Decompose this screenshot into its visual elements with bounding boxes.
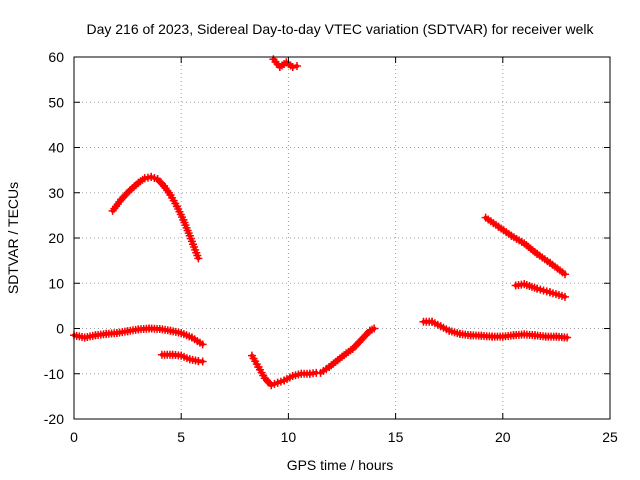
x-tick-label: 20 bbox=[495, 429, 511, 445]
series-arc-negative-short bbox=[157, 350, 207, 366]
series-arc-baseline-early bbox=[70, 324, 207, 349]
data-point-marker bbox=[288, 62, 297, 71]
y-tick-label: 40 bbox=[48, 140, 64, 156]
x-tick-label: 5 bbox=[177, 429, 185, 445]
series-arc-evening-low bbox=[511, 280, 569, 301]
x-tick-label: 0 bbox=[70, 429, 78, 445]
series-arc-peak-morning bbox=[108, 172, 203, 263]
y-tick-label: 0 bbox=[56, 321, 64, 337]
data-point-marker bbox=[563, 333, 572, 342]
grid bbox=[74, 57, 610, 419]
y-tick-label: 50 bbox=[48, 94, 64, 110]
data-point-marker bbox=[560, 270, 569, 279]
y-tick-label: 60 bbox=[48, 49, 64, 65]
y-tick-label: -10 bbox=[44, 366, 64, 382]
data-point-marker bbox=[194, 254, 203, 263]
x-axis-label: GPS time / hours bbox=[287, 457, 394, 473]
series-arc-recovery bbox=[316, 324, 379, 377]
y-tick-label: 30 bbox=[48, 185, 64, 201]
data-point-marker bbox=[198, 340, 207, 349]
data-point-marker bbox=[560, 292, 569, 301]
series-arc-afternoon-base bbox=[419, 317, 572, 342]
data-point-marker bbox=[370, 324, 379, 333]
y-tick-label: 10 bbox=[48, 275, 64, 291]
x-tick-label: 25 bbox=[602, 429, 618, 445]
series-arc-midday-dip bbox=[247, 351, 321, 390]
series-arc-evening-decline bbox=[481, 213, 569, 279]
series-arc-top-near-ten bbox=[269, 55, 301, 71]
data-point-marker bbox=[198, 357, 207, 366]
x-tick-label: 15 bbox=[388, 429, 404, 445]
y-tick-label: 20 bbox=[48, 230, 64, 246]
y-tick-label: -20 bbox=[44, 411, 64, 427]
chart-title: Day 216 of 2023, Sidereal Day-to-day VTE… bbox=[86, 21, 594, 37]
data-series bbox=[70, 55, 572, 390]
data-point-marker bbox=[292, 62, 301, 71]
x-tick-label: 10 bbox=[281, 429, 297, 445]
y-axis-label: SDTVAR / TECUs bbox=[5, 182, 21, 294]
axis-ticks: 0 5 10 15 20 25 -20 -10 0 10 20 30 40 50 60 bbox=[44, 49, 618, 445]
